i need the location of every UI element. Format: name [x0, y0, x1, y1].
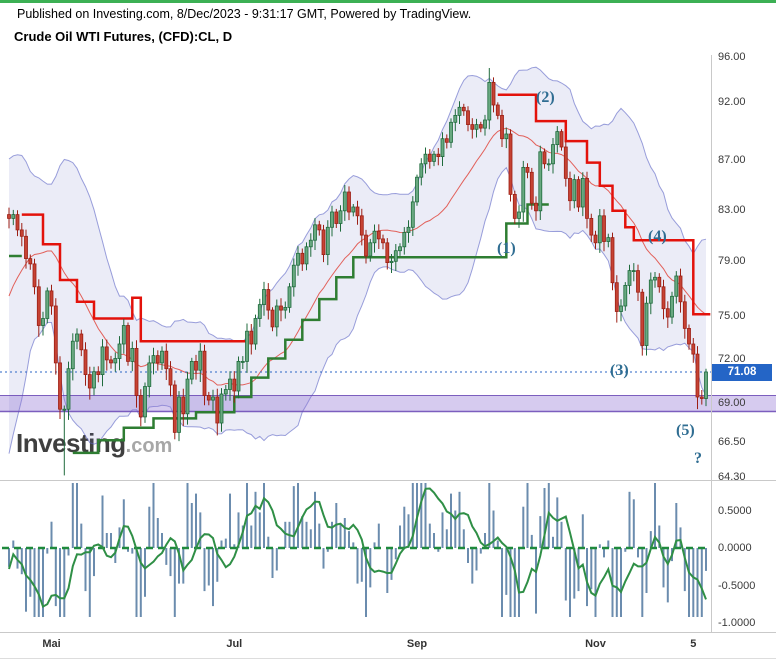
investing-logo: Investing.com: [16, 428, 172, 459]
last-price-tag: 71.08: [712, 363, 772, 381]
sma-line: [8, 127, 707, 386]
investing-logo-text: Investing: [16, 428, 126, 458]
bollinger-lower-line: [8, 166, 707, 454]
main-pane: [0, 66, 711, 454]
pane-borders: [0, 55, 776, 659]
chart-title: Crude Oil WTI Futures, (CFD):CL, D: [14, 29, 233, 44]
trend-stop-green-line: [9, 203, 549, 455]
oscillator-signal-line: [8, 487, 707, 609]
candles-layer: [7, 68, 708, 476]
support-zone: [0, 395, 776, 413]
price-layers: [7, 68, 711, 476]
top-accent-bar: [0, 0, 776, 3]
investing-logo-suffix: .com: [125, 435, 173, 457]
published-line: Published on Investing.com, 8/Dec/2023 -…: [17, 7, 472, 21]
trend-stop-red-line: [21, 93, 711, 343]
bollinger-band-fill: [9, 67, 706, 454]
bollinger-upper-line: [8, 66, 707, 343]
oscillator-pane: [2, 483, 709, 617]
